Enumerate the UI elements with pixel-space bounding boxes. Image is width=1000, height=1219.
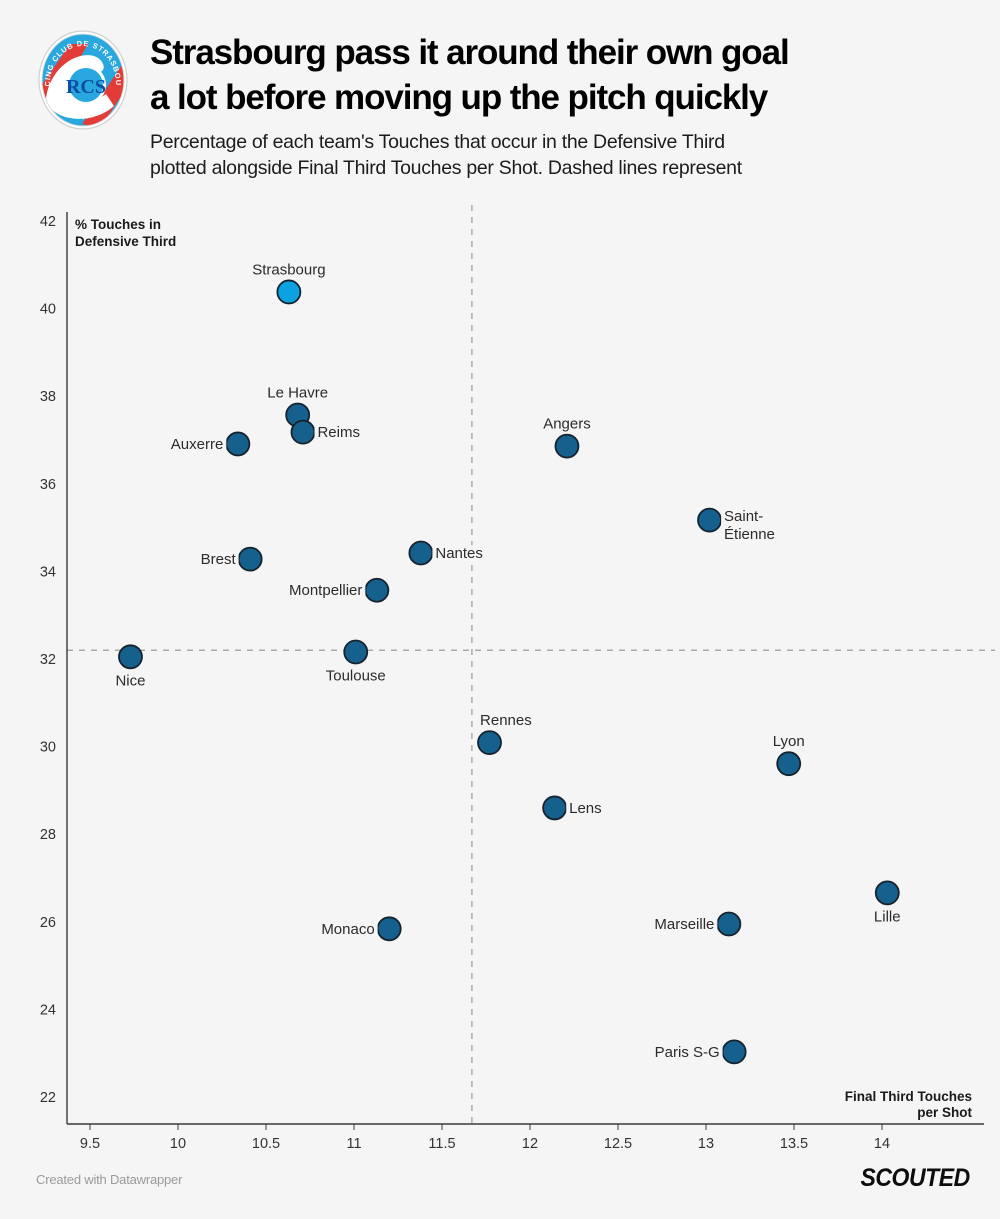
data-point-le-havre[interactable] <box>285 402 311 428</box>
point-label-backdrop <box>642 915 718 934</box>
reference-lines-group <box>67 205 995 1124</box>
title-block: Strasbourg pass it around their own goal… <box>150 30 950 181</box>
point-label-nice: Nice <box>115 672 145 689</box>
point-label-paris-s-g: Paris S-G <box>655 1044 720 1061</box>
point-label-monaco: Monaco <box>321 921 374 938</box>
datawrapper-credit[interactable]: Created with Datawrapper <box>36 1172 183 1187</box>
data-point-lyon[interactable] <box>776 751 802 777</box>
point-label-backdrop <box>167 435 227 454</box>
y-tick-label: 36 <box>40 477 56 493</box>
data-point-saint-tienne[interactable] <box>697 507 722 533</box>
headline-line-2: a lot before moving up the pitch quickly <box>150 78 768 117</box>
x-tick-label: 10.5 <box>252 1136 280 1152</box>
data-point-marseille[interactable] <box>716 911 742 937</box>
point-label-lens: Lens <box>569 800 602 817</box>
point-label-auxerre: Auxerre <box>171 436 224 453</box>
point-label-toulouse: Toulouse <box>326 667 386 684</box>
data-point-reims[interactable] <box>290 419 316 445</box>
point-label-lyon: Lyon <box>773 733 805 750</box>
point-label-backdrop <box>721 526 781 545</box>
data-point-monaco[interactable] <box>376 916 402 942</box>
point-label-backdrop <box>322 667 390 686</box>
subhead-line-2: plotted alongside Final Third Touches pe… <box>150 157 742 179</box>
data-point-paris-s-g[interactable] <box>721 1039 747 1065</box>
point-label-montpellier: Montpellier <box>289 582 362 599</box>
x-tick-label: 10 <box>170 1136 186 1152</box>
x-tick-label: 13 <box>698 1136 714 1152</box>
data-point-lille[interactable] <box>874 880 900 906</box>
data-point-auxerre[interactable] <box>225 431 251 457</box>
data-point-strasbourg[interactable] <box>276 279 302 305</box>
x-axis-title-line-1: Final Third Touches <box>845 1089 972 1104</box>
point-label-backdrop <box>865 908 910 927</box>
point-label-angers: Angers <box>543 416 591 433</box>
chart-header: RCS RACING CLUB DE STRASBOURG ALSACE Str… <box>0 0 1000 195</box>
data-point-lens[interactable] <box>542 795 568 821</box>
y-tick-label: 26 <box>40 915 56 931</box>
data-point-rennes[interactable] <box>477 730 502 756</box>
point-label-nantes: Nantes <box>435 545 483 562</box>
x-axis-title-line-2: per Shot <box>917 1105 972 1120</box>
crest-monogram: RCS <box>66 76 106 98</box>
headline-line-1: Strasbourg pass it around their own goal <box>150 33 790 72</box>
point-label-backdrop <box>247 261 330 280</box>
data-point-montpellier[interactable] <box>364 577 390 603</box>
y-axis-title-line-1: % Touches in <box>75 217 161 232</box>
axis-lines-group <box>66 212 984 1125</box>
point-label-marseille: Marseille <box>654 916 714 933</box>
data-labels-group: Strasbourg Le Havre Reims Auxerre Angers Sain… <box>112 261 910 1062</box>
data-point-toulouse[interactable] <box>343 639 369 665</box>
y-tick-label: 22 <box>40 1090 56 1106</box>
point-label-saint-tienne: Saint- <box>724 508 763 525</box>
x-tick-label: 12 <box>522 1136 538 1152</box>
point-label-backdrop <box>264 384 332 403</box>
y-tick-label: 28 <box>40 827 56 843</box>
y-axis-title-line-2: Defensive Third <box>75 234 176 249</box>
point-label-backdrop <box>648 1043 723 1062</box>
x-tick-label: 14 <box>874 1136 890 1152</box>
y-tick-label: 40 <box>40 302 56 318</box>
point-label-backdrop <box>770 733 807 752</box>
point-label-le-havre: Le Havre <box>267 385 328 402</box>
point-label-lille: Lille <box>874 908 901 925</box>
y-tick-label: 38 <box>40 389 56 405</box>
scouted-brand-logo: SCOUTED <box>860 1164 971 1192</box>
point-label-reims: Reims <box>317 424 360 441</box>
point-label-backdrop <box>721 508 773 527</box>
y-tick-label: 24 <box>40 1002 56 1018</box>
subhead-line-1: Percentage of each team's Touches that o… <box>150 131 725 153</box>
y-tick-label: 30 <box>40 740 56 756</box>
data-point-brest[interactable] <box>237 546 263 572</box>
point-label-backdrop <box>566 799 603 818</box>
crest-bottom-text: ALSACE <box>64 107 102 122</box>
x-tick-label: 11.5 <box>428 1136 455 1152</box>
point-label-backdrop <box>541 415 593 434</box>
point-label-brest: Brest <box>201 551 237 568</box>
point-label-saint-tienne: Étienne <box>724 526 775 543</box>
point-label-rennes: Rennes <box>480 712 532 729</box>
point-label-backdrop <box>326 920 378 939</box>
axis-titles-group: % Touches in Defensive Third Final Third… <box>75 217 972 1120</box>
point-label-backdrop <box>275 582 366 601</box>
data-point-angers[interactable] <box>554 433 580 459</box>
data-point-nantes[interactable] <box>408 540 434 566</box>
point-label-backdrop <box>314 424 359 443</box>
x-tick-label: 12.5 <box>604 1136 632 1152</box>
point-label-backdrop <box>432 545 484 564</box>
point-label-backdrop <box>112 672 149 691</box>
point-label-backdrop <box>477 712 529 731</box>
x-tick-label: 9.5 <box>80 1136 100 1152</box>
chart-footer: Created with Datawrapper SCOUTED <box>0 1164 1000 1218</box>
y-tick-label: 32 <box>40 652 56 668</box>
rc-strasbourg-crest-logo: RCS RACING CLUB DE STRASBOURG ALSACE <box>33 21 130 132</box>
data-point-nice[interactable] <box>118 644 143 670</box>
point-label-strasbourg: Strasbourg <box>252 261 325 278</box>
y-tick-label: 34 <box>40 564 56 580</box>
x-tick-label: 13.5 <box>780 1136 808 1152</box>
y-tick-label: 42 <box>40 214 56 230</box>
axis-ticks-group: 9.5 10 10.5 11 11.5 12 12.5 13 13.5 14 22 24 26 28 30 3… <box>40 214 890 1152</box>
x-tick-label: 11 <box>346 1136 361 1152</box>
point-label-backdrop <box>194 551 239 570</box>
data-points-group <box>118 279 900 1065</box>
